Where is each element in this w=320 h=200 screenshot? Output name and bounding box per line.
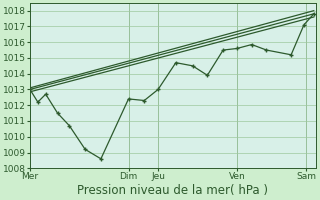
X-axis label: Pression niveau de la mer( hPa ): Pression niveau de la mer( hPa ) [77,184,268,197]
